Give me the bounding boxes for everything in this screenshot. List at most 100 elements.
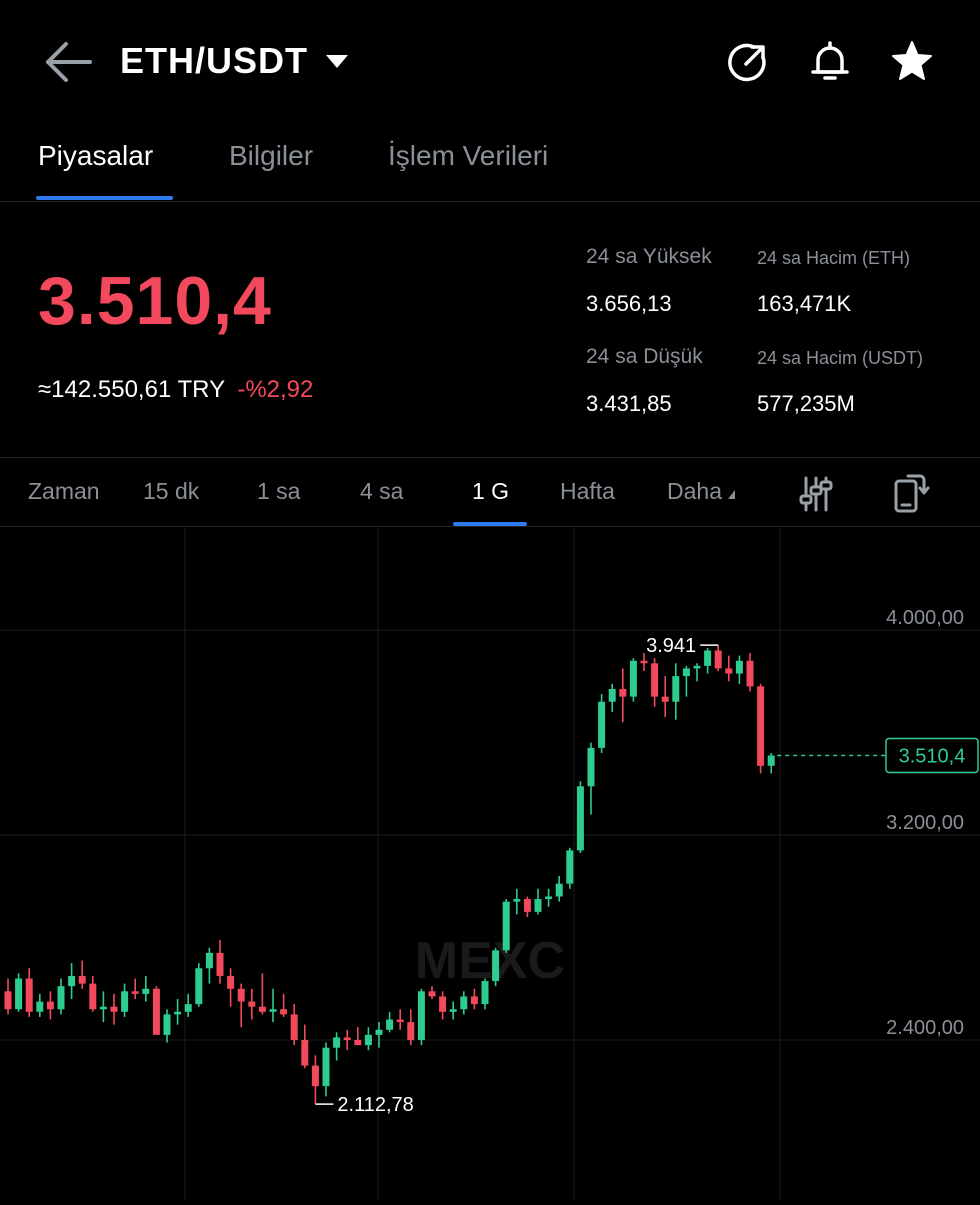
y-tick-label: 3.200,00 [886, 812, 964, 834]
candle-body [672, 676, 680, 702]
candle-body [99, 1006, 107, 1010]
candle-body [258, 1006, 266, 1012]
candle-body [767, 755, 775, 766]
current-price-box [885, 737, 979, 774]
candle-body [248, 1001, 256, 1007]
interval-active-indicator [453, 522, 527, 526]
tab-piyasalar[interactable]: Piyasalar [38, 140, 154, 171]
candle-body [651, 663, 659, 697]
candle-body [704, 650, 712, 666]
indicator-settings-icon[interactable] [798, 474, 834, 514]
header: ETH/USDT [0, 0, 980, 120]
candlestick-chart[interactable]: 4.000,00 3.200,00 2.400,00 MEXC 3.941 2.112… [0, 528, 980, 1200]
candle-body [460, 996, 468, 1010]
candle-body [152, 988, 160, 1035]
vol-eth-value: 163,471K [757, 291, 852, 316]
candle-body [502, 901, 510, 951]
divider [0, 457, 980, 458]
back-arrow-icon[interactable] [40, 38, 96, 86]
candle-body [470, 996, 478, 1005]
low-value: 3.431,85 [586, 391, 672, 416]
candle-body [396, 1019, 404, 1023]
current-price-label: 3.510,4 [899, 745, 966, 767]
tab-bilgiler[interactable]: Bilgiler [229, 140, 314, 171]
candle-body [534, 899, 542, 912]
candle-body [163, 1014, 171, 1035]
pair-selector[interactable]: ETH/USDT [120, 40, 348, 82]
price-sub: ≈142.550,61 TRY -%2,92 [38, 376, 313, 404]
candle-body [237, 988, 245, 1002]
candle-body [492, 950, 500, 982]
candle-body [227, 975, 235, 989]
candle-body [142, 988, 150, 994]
candle-body [746, 660, 754, 687]
candle-body [78, 975, 86, 984]
candle-body [555, 883, 563, 897]
candle-body [757, 686, 765, 766]
candle-body [545, 896, 553, 900]
vol-usdt-label: 24 sa Hacim (USDT) [757, 348, 924, 368]
candle-body [375, 1029, 383, 1035]
candle-body [714, 650, 722, 669]
candle-body [725, 668, 733, 674]
dropdown-triangle-icon [727, 490, 735, 499]
interval-daha[interactable]: Daha [667, 478, 735, 505]
chevron-down-icon [326, 54, 348, 68]
candle-body [608, 688, 616, 702]
candle-body [407, 1022, 415, 1040]
candle-body [311, 1065, 319, 1087]
tab-active-indicator [36, 196, 173, 200]
interval-1sa[interactable]: 1 sa [257, 478, 301, 504]
low-price-label: 2.112,78 [337, 1094, 413, 1116]
interval-hafta[interactable]: Hafta [560, 478, 615, 504]
candle-body [57, 986, 65, 1010]
candle-body [205, 952, 213, 969]
high-label: 24 sa Yüksek [586, 245, 712, 268]
candle-body [121, 991, 129, 1012]
divider [0, 526, 980, 527]
low-label: 24 sa Düşük [586, 345, 703, 368]
candle-body [439, 996, 447, 1012]
interval-zaman[interactable]: Zaman [28, 478, 100, 504]
candle-body [523, 899, 531, 912]
candle-body [25, 978, 33, 1012]
interval-15dk[interactable]: 15 dk [143, 478, 200, 504]
candle-body [15, 978, 23, 1010]
candle-body [619, 688, 627, 697]
candle-body [322, 1047, 330, 1087]
candle-body [333, 1037, 341, 1048]
try-value: ≈142.550,61 TRY [38, 376, 225, 403]
star-icon[interactable] [888, 38, 936, 86]
candle-body [428, 991, 436, 997]
last-price: 3.510,4 [38, 263, 272, 339]
interval-1g[interactable]: 1 G [472, 478, 510, 504]
candle-body [364, 1034, 372, 1046]
candle-body [4, 991, 12, 1010]
candle-body [629, 660, 637, 697]
candle-body [89, 983, 97, 1010]
candle-body [131, 991, 139, 994]
watermark-logo: MEXC [415, 932, 565, 990]
rotate-screen-icon[interactable] [890, 472, 930, 516]
share-icon[interactable] [724, 38, 772, 86]
candle-body [576, 786, 584, 851]
vol-eth-label: 24 sa Hacim (ETH) [757, 248, 911, 268]
candle-body [46, 1001, 54, 1010]
tab-islem-verileri[interactable]: İşlem Verileri [388, 140, 549, 171]
candle-body [682, 668, 690, 677]
y-tick-label: 4.000,00 [886, 607, 964, 629]
candle-body [174, 1011, 182, 1015]
candle-body [481, 981, 489, 1005]
divider [0, 201, 980, 202]
high-price-label: 3.941 [646, 635, 696, 657]
candle-body [417, 991, 425, 1040]
y-tick-label: 2.400,00 [886, 1017, 964, 1039]
candle-body [36, 1001, 44, 1012]
interval-4sa[interactable]: 4 sa [360, 478, 404, 504]
candle-body [195, 968, 203, 1005]
candle-body [343, 1037, 351, 1040]
bell-icon[interactable] [806, 38, 854, 86]
candle-body [269, 1009, 277, 1012]
candle-body [110, 1006, 118, 1012]
candle-body [216, 952, 224, 976]
